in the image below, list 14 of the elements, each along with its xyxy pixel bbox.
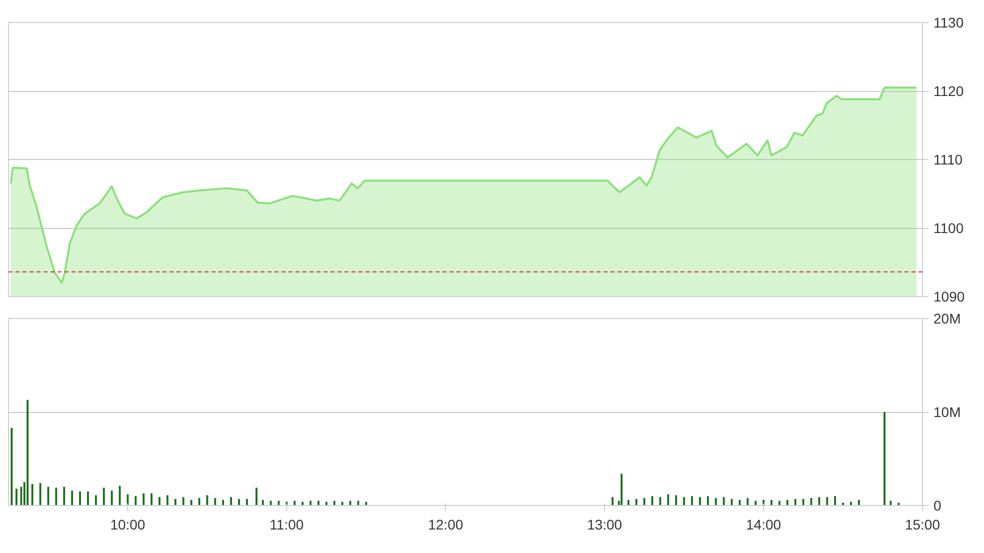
x-tick-label: 10:00 [110,516,146,532]
y-tick-label: 1090 [934,288,965,304]
y-tick-label: 1130 [934,14,964,30]
x-tick-label: 14:00 [746,516,782,532]
x-tick-label: 11:00 [270,516,304,532]
y-tick-label: 1120 [934,83,964,99]
y-tick-label: 0 [934,498,942,514]
x-tick-label: 15:00 [904,516,940,532]
y-tick-label: 20M [934,310,961,326]
y-tick-label: 1110 [934,152,963,168]
y-tick-label: 1100 [934,220,964,236]
x-tick-label: 12:00 [428,516,464,532]
y-tick-label: 10M [934,404,961,420]
x-tick-label: 13:00 [587,516,622,532]
